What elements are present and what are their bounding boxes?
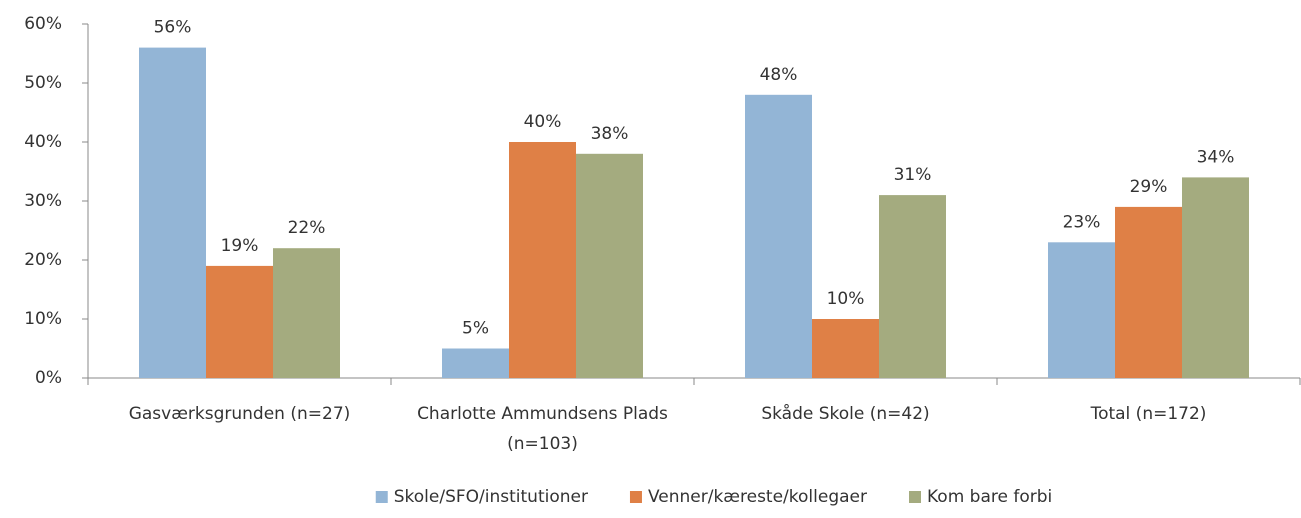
bar xyxy=(745,94,812,379)
x-tick-label: Gasværksgrunden (n=27) xyxy=(129,404,351,424)
bar xyxy=(1115,206,1182,378)
bar xyxy=(442,348,509,378)
y-tick-label: 30% xyxy=(24,191,62,211)
data-label: 22% xyxy=(288,218,326,238)
legend-label: Kom bare forbi xyxy=(927,487,1052,507)
bar xyxy=(879,195,946,378)
y-tick-label: 10% xyxy=(24,309,62,329)
y-tick-label: 40% xyxy=(24,132,62,152)
bar xyxy=(206,265,273,378)
data-label: 19% xyxy=(221,236,259,256)
legend-swatch xyxy=(375,491,388,503)
data-label: 5% xyxy=(462,319,489,339)
bar xyxy=(576,153,643,378)
data-label: 34% xyxy=(1197,147,1235,167)
data-label: 38% xyxy=(591,124,629,144)
bar xyxy=(509,142,576,378)
y-tick-label: 50% xyxy=(24,73,62,93)
data-label: 31% xyxy=(894,165,932,185)
data-label: 40% xyxy=(524,112,562,132)
bar xyxy=(1048,242,1115,378)
bar xyxy=(812,319,879,378)
data-label: 23% xyxy=(1063,212,1101,232)
bar xyxy=(1182,177,1249,378)
bar xyxy=(273,248,340,378)
x-tick-label: Charlotte Ammundsens Plads (n=103) xyxy=(417,404,668,454)
legend-label: Venner/kæreste/kollegaer xyxy=(648,487,867,507)
legend-swatch xyxy=(909,491,921,503)
y-tick-label: 20% xyxy=(24,250,62,270)
data-label: 48% xyxy=(760,65,798,85)
data-label: 56% xyxy=(154,18,192,38)
data-label: 29% xyxy=(1130,177,1168,197)
x-tick-label: Skåde Skole (n=42) xyxy=(761,403,929,424)
x-tick-label: Total (n=172) xyxy=(1090,404,1207,424)
legend-swatch xyxy=(629,491,642,503)
legend-label: Skole/SFO/institutioner xyxy=(394,487,588,507)
data-label: 10% xyxy=(827,289,865,309)
y-tick-label: 60% xyxy=(24,14,62,34)
y-tick-label: 0% xyxy=(35,368,62,388)
bar xyxy=(139,47,206,378)
